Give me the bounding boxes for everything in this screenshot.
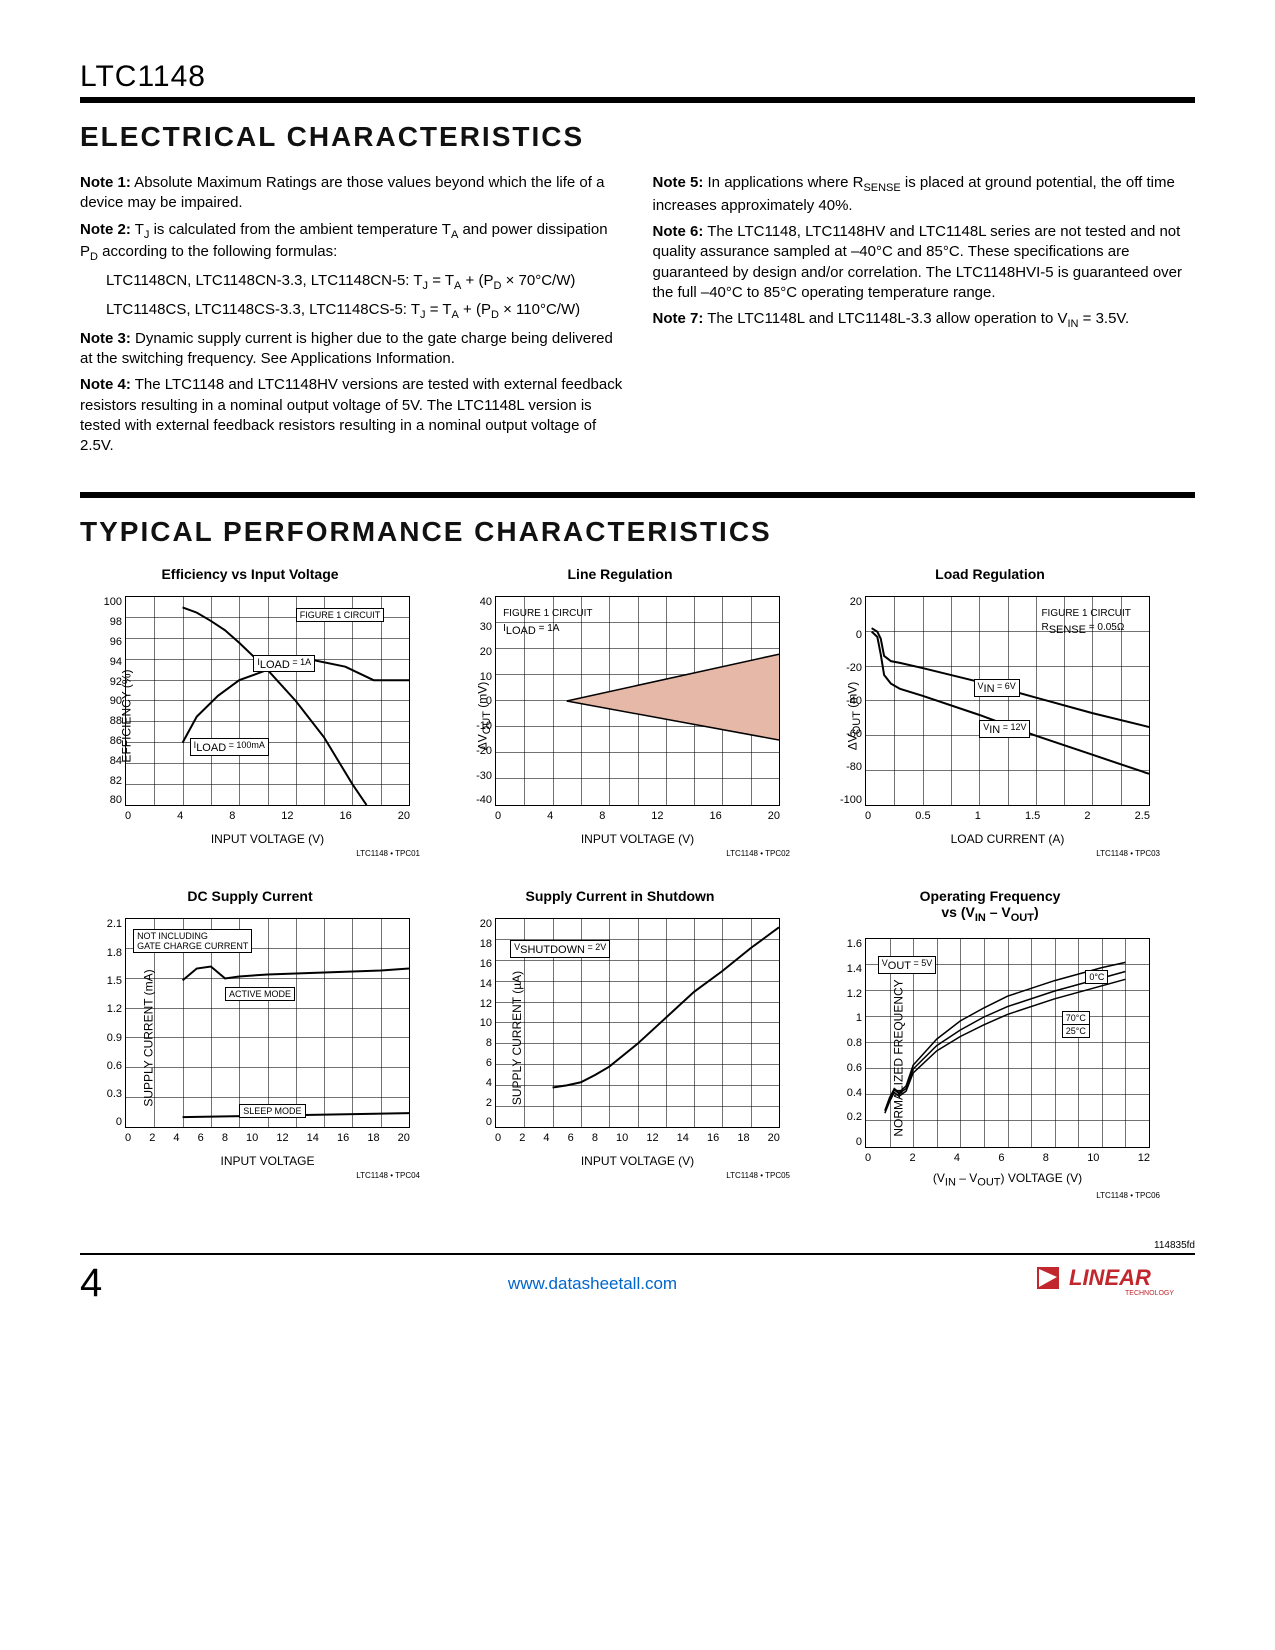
y-axis-label: ΔVOUT (mV)	[846, 682, 863, 751]
chart-annotation: 25°C	[1062, 1024, 1090, 1038]
notes-right: Note 5: In applications where RSENSE is …	[653, 167, 1196, 462]
chart-ref: LTC1148 • TPC04	[80, 1171, 420, 1180]
x-axis-label: INPUT VOLTAGE (V)	[125, 832, 410, 846]
chart-annotation: 0°C	[1085, 970, 1108, 984]
chart-annotation: FIGURE 1 CIRCUIT	[296, 608, 385, 622]
charts-grid: Efficiency vs Input Voltage FIGURE 1 CIRC…	[80, 566, 1195, 1200]
chart-ref: LTC1148 • TPC01	[80, 849, 420, 858]
chart-ref: LTC1148 • TPC05	[450, 1171, 790, 1180]
x-axis-label: INPUT VOLTAGE (V)	[495, 1154, 780, 1168]
mid-rule	[80, 492, 1195, 498]
svg-text:LINEAR: LINEAR	[1069, 1265, 1151, 1290]
chart-title: Operating Frequencyvs (VIN – VOUT)	[820, 888, 1160, 924]
y-axis-label: SUPPLY CURRENT (mA)	[142, 970, 156, 1107]
svg-text:TECHNOLOGY: TECHNOLOGY	[1125, 1290, 1174, 1297]
chart-annotation: ACTIVE MODE	[225, 987, 295, 1001]
chart-annotation: RSENSE = 0.05Ω	[1041, 622, 1124, 636]
chart-title: Efficiency vs Input Voltage	[80, 566, 420, 582]
x-axis-label: INPUT VOLTAGE (V)	[495, 832, 780, 846]
chart-annotation: FIGURE 1 CIRCUIT	[1041, 608, 1130, 619]
company-logo: LINEAR TECHNOLOGY	[1025, 1263, 1195, 1304]
chart-title: DC Supply Current	[80, 888, 420, 904]
x-axis-label: INPUT VOLTAGE	[125, 1154, 410, 1168]
y-axis-label: NORMALIZED FREQUENCY	[892, 979, 906, 1136]
chart-title: Load Regulation	[820, 566, 1160, 582]
chart-ref: LTC1148 • TPC03	[820, 849, 1160, 858]
chart-annotation: VIN = 6V	[974, 679, 1020, 697]
chart-c5: Supply Current in Shutdown VSHUTDOWN = 2V…	[450, 888, 790, 1200]
section2-title: TYPICAL PERFORMANCE CHARACTERISTICS	[80, 516, 1195, 548]
chart-c2: Line Regulation FIGURE 1 CIRCUIT ILOAD = 1…	[450, 566, 790, 858]
chart-annotation: ILOAD = 1A	[503, 623, 559, 637]
chart-c3: Load Regulation FIGURE 1 CIRCUIT RSENSE = …	[820, 566, 1160, 858]
page-number: 4	[80, 1261, 160, 1306]
footer: 114835fd 4 www.datasheetall.com LINEAR T…	[80, 1240, 1195, 1306]
notes-columns: Note 1: Absolute Maximum Ratings are tho…	[80, 167, 1195, 462]
chart-annotation: ILOAD = 100mA	[190, 738, 269, 756]
chart-annotation: SLEEP MODE	[239, 1104, 305, 1118]
chart-ref: LTC1148 • TPC02	[450, 849, 790, 858]
y-axis-label: ΔVOUT (mV)	[476, 682, 493, 751]
chart-c1: Efficiency vs Input Voltage FIGURE 1 CIRC…	[80, 566, 420, 858]
chart-annotation: FIGURE 1 CIRCUIT	[503, 608, 592, 619]
chart-annotation: NOT INCLUDINGGATE CHARGE CURRENT	[133, 929, 252, 953]
header-rule	[80, 97, 1195, 103]
chart-c6: Operating Frequencyvs (VIN – VOUT) VOUT =…	[820, 888, 1160, 1200]
y-axis-label: EFFICIENCY (%)	[120, 670, 134, 763]
section1-title: ELECTRICAL CHARACTERISTICS	[80, 121, 1195, 153]
footer-url[interactable]: www.datasheetall.com	[160, 1274, 1025, 1294]
chart-annotation: VOUT = 5V	[878, 956, 937, 974]
chart-annotation: VSHUTDOWN = 2V	[510, 940, 610, 958]
part-number: LTC1148	[80, 60, 1195, 94]
notes-left: Note 1: Absolute Maximum Ratings are tho…	[80, 167, 623, 462]
x-axis-label: LOAD CURRENT (A)	[865, 832, 1150, 846]
chart-annotation: ILOAD = 1A	[253, 655, 315, 673]
chart-annotation: 70°C	[1062, 1011, 1090, 1025]
y-axis-label: SUPPLY CURRENT (µA)	[510, 971, 524, 1105]
chart-ref: LTC1148 • TPC06	[820, 1191, 1160, 1200]
chart-title: Line Regulation	[450, 566, 790, 582]
chart-c4: DC Supply Current NOT INCLUDINGGATE CHARG…	[80, 888, 420, 1200]
chart-annotation: VIN = 12V	[979, 720, 1030, 738]
x-axis-label: (VIN – VOUT) VOLTAGE (V)	[865, 1171, 1150, 1188]
doc-ref: 114835fd	[80, 1240, 1195, 1251]
chart-title: Supply Current in Shutdown	[450, 888, 790, 904]
